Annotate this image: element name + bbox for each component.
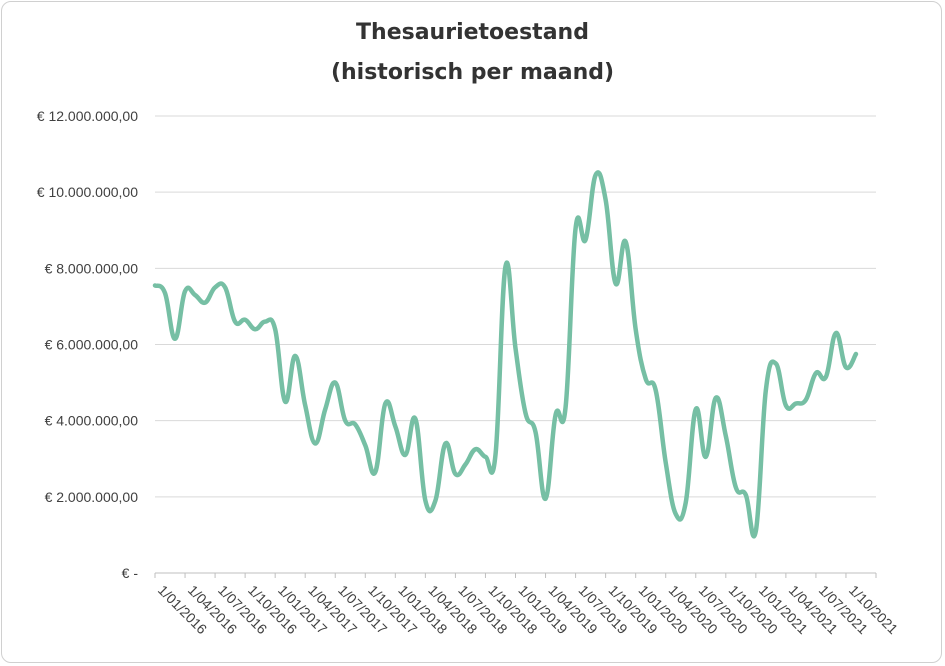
chart-subtitle: (historisch per maand)	[330, 60, 615, 85]
data-point	[163, 291, 167, 295]
data-point	[183, 289, 187, 293]
y-tick-label: € -	[122, 565, 139, 581]
data-point	[353, 422, 357, 426]
data-point	[193, 293, 197, 297]
data-point	[173, 337, 177, 341]
y-tick-label: € 4.000.000,00	[45, 413, 139, 429]
data-point	[253, 327, 257, 331]
data-point	[804, 398, 808, 402]
y-tick-label: € 12.000.000,00	[37, 108, 138, 124]
data-point	[443, 442, 447, 446]
data-point	[774, 362, 778, 366]
data-point	[453, 472, 457, 476]
data-point	[433, 499, 437, 503]
data-point	[363, 443, 367, 447]
data-point	[223, 285, 227, 289]
data-point	[794, 402, 798, 406]
data-point	[544, 497, 548, 501]
data-point	[644, 377, 648, 381]
data-point	[213, 285, 217, 289]
data-point	[734, 485, 738, 489]
data-point	[594, 173, 598, 177]
data-point	[243, 318, 247, 322]
data-point	[814, 371, 818, 375]
data-point	[493, 453, 497, 457]
data-point	[293, 354, 297, 358]
data-point	[393, 424, 397, 428]
data-point	[423, 499, 427, 503]
data-point	[313, 442, 317, 446]
data-point	[273, 327, 277, 331]
data-point	[754, 529, 758, 533]
data-point	[654, 388, 658, 392]
data-point	[263, 320, 267, 324]
data-point	[694, 407, 698, 411]
data-point	[684, 501, 688, 505]
y-tick-label: € 2.000.000,00	[45, 489, 139, 505]
data-point	[323, 407, 327, 411]
data-point	[674, 512, 678, 516]
data-point	[383, 402, 387, 406]
data-point	[704, 455, 708, 459]
data-point	[854, 352, 858, 356]
data-point	[463, 462, 467, 466]
data-point	[524, 411, 528, 415]
data-point	[473, 447, 477, 451]
data-point	[413, 417, 417, 421]
series-layer	[152, 170, 859, 539]
data-point	[333, 381, 337, 385]
data-point	[764, 388, 768, 392]
data-point	[403, 453, 407, 457]
data-point	[824, 375, 828, 379]
data-point	[153, 283, 157, 287]
data-point	[614, 282, 618, 286]
data-point	[584, 238, 588, 242]
data-point	[744, 493, 748, 497]
data-point	[534, 430, 538, 434]
series-line	[152, 170, 859, 539]
gridlines	[155, 115, 876, 498]
data-point	[283, 400, 287, 404]
data-point	[514, 346, 518, 350]
data-point	[664, 461, 668, 465]
data-point	[233, 320, 237, 324]
x-axis: 1/01/20161/04/20161/07/20161/10/20161/01…	[154, 572, 901, 637]
data-point	[483, 455, 487, 459]
data-point	[604, 198, 608, 202]
data-point	[564, 405, 568, 409]
data-point	[303, 403, 307, 407]
data-point	[554, 413, 558, 417]
data-point	[784, 403, 788, 407]
data-point	[373, 470, 377, 474]
data-point	[624, 240, 628, 244]
y-tick-label: € 6.000.000,00	[45, 337, 139, 353]
chart-title: Thesaurietoestand	[356, 20, 589, 45]
data-point	[724, 434, 728, 438]
data-point	[574, 226, 578, 230]
data-point	[844, 365, 848, 369]
data-point	[634, 327, 638, 331]
y-tick-label: € 10.000.000,00	[37, 184, 138, 200]
y-tick-label: € 8.000.000,00	[45, 260, 139, 276]
y-axis: € - € 2.000.000,00 € 4.000.000,00 € 6.000.0…	[37, 108, 139, 581]
data-point	[714, 396, 718, 400]
data-point	[834, 331, 838, 335]
data-point	[503, 264, 507, 268]
data-point	[343, 419, 347, 423]
data-point	[203, 301, 207, 305]
